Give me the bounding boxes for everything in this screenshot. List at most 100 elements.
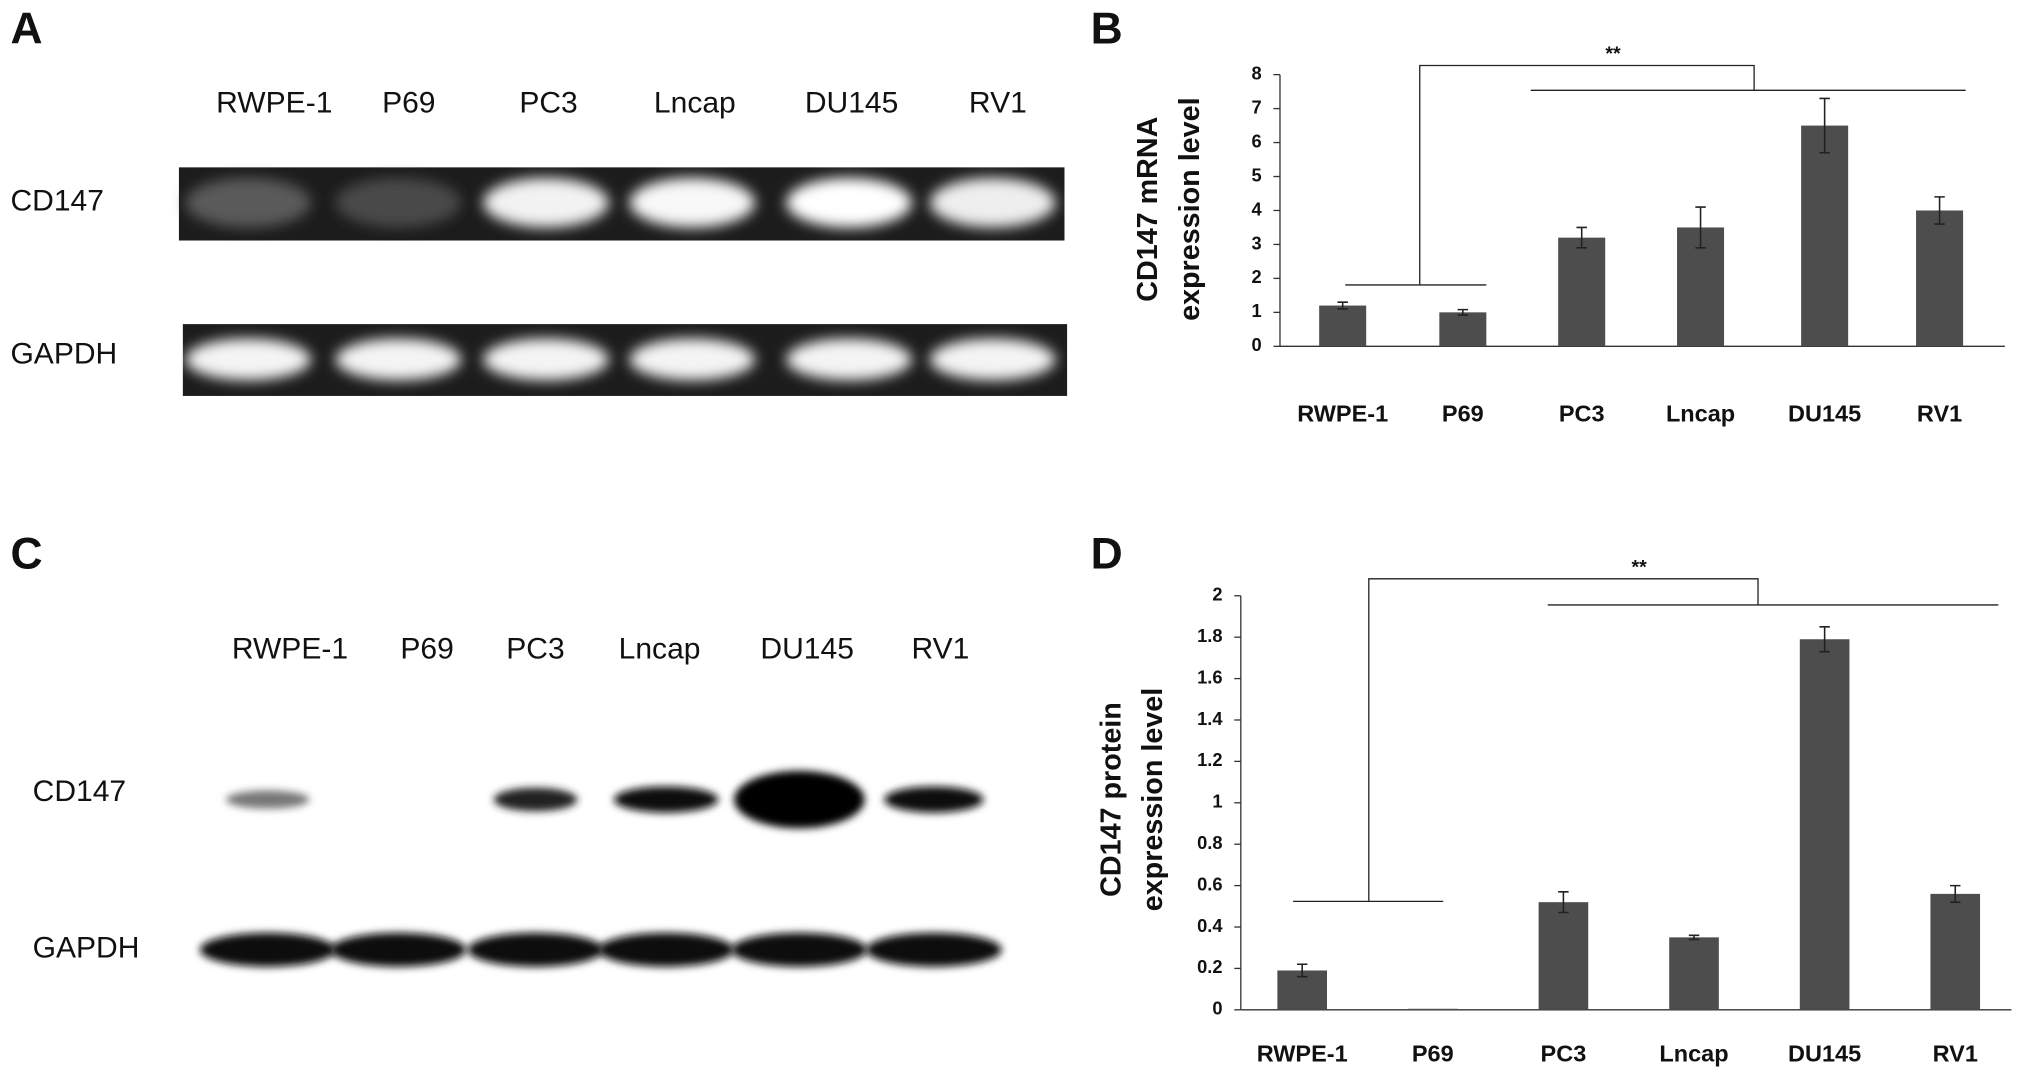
row-label: CD147 <box>33 775 126 808</box>
lane-label: Lncap <box>654 87 736 120</box>
error-bar <box>1950 884 1961 903</box>
y-tick-label: 0.2 <box>1197 956 1222 977</box>
lane-label: RWPE-1 <box>216 87 332 120</box>
band <box>335 177 462 228</box>
band <box>483 177 609 228</box>
bar <box>1407 1008 1458 1011</box>
row-label: GAPDH <box>10 337 117 370</box>
error-bar <box>1576 226 1587 249</box>
band <box>483 338 609 381</box>
x-tick-label: Lncap <box>1659 1041 1728 1067</box>
y-tick-label: 3 <box>1252 232 1262 253</box>
y-tick-label: 1.8 <box>1197 625 1222 646</box>
band <box>330 932 467 967</box>
band <box>493 787 578 812</box>
band <box>884 786 984 813</box>
lane-label: RWPE-1 <box>232 633 348 666</box>
y-axis-label: CD147 mRNA <box>1132 117 1164 302</box>
y-tick-label: 1.6 <box>1197 666 1222 687</box>
bar <box>1558 237 1606 347</box>
y-axis-label: expression level <box>1174 97 1206 320</box>
band <box>629 338 755 381</box>
panel-letter: A <box>10 4 42 53</box>
error-bar <box>1819 97 1830 154</box>
x-tick-label: DU145 <box>1788 401 1861 427</box>
y-tick-label: 4 <box>1252 198 1263 219</box>
band <box>199 932 336 967</box>
bar <box>1538 902 1589 1010</box>
y-tick-label: 5 <box>1252 164 1262 185</box>
y-tick-label: 2 <box>1252 266 1262 287</box>
band <box>786 338 912 381</box>
band <box>335 338 462 381</box>
bar <box>1916 210 1964 347</box>
lane-label: PC3 <box>506 633 564 666</box>
x-tick-label: P69 <box>1412 1041 1454 1067</box>
x-tick-label: P69 <box>1442 401 1484 427</box>
lane-label: P69 <box>382 87 435 120</box>
y-tick-label: 0.6 <box>1197 873 1222 894</box>
error-bar <box>1337 301 1348 310</box>
y-tick-label: 0.4 <box>1197 915 1223 936</box>
x-tick-label: RV1 <box>1933 1041 1978 1067</box>
y-tick-label: 1 <box>1212 791 1222 812</box>
band <box>225 790 310 809</box>
band <box>467 932 604 967</box>
band <box>629 177 755 228</box>
y-tick-label: 0 <box>1212 998 1222 1019</box>
band <box>613 786 719 813</box>
x-tick-label: RWPE-1 <box>1297 401 1388 427</box>
lane-label: RV1 <box>911 633 969 666</box>
significance-label: ** <box>1605 43 1621 65</box>
significance-label: ** <box>1632 557 1648 579</box>
x-tick-label: Lncap <box>1666 401 1735 427</box>
bar <box>1799 639 1850 1010</box>
band <box>865 932 1002 967</box>
x-tick-label: PC3 <box>1541 1041 1587 1067</box>
gel-strip <box>182 324 1068 396</box>
bar <box>1319 305 1367 347</box>
panel-letter: B <box>1091 4 1123 53</box>
row-label: CD147 <box>10 185 103 218</box>
x-tick-label: RV1 <box>1917 401 1962 427</box>
lane-label: DU145 <box>805 87 898 120</box>
band <box>731 932 868 967</box>
y-tick-label: 1 <box>1252 300 1262 321</box>
bar <box>1669 937 1719 1010</box>
band <box>734 770 865 829</box>
bar <box>1930 893 1981 1010</box>
bar <box>1801 125 1849 347</box>
row-label: GAPDH <box>33 932 140 965</box>
lane-label: DU145 <box>760 633 853 666</box>
lane-label: P69 <box>400 633 453 666</box>
y-tick-label: 8 <box>1252 62 1262 83</box>
band <box>929 177 1056 228</box>
panel-letter: C <box>10 529 42 578</box>
y-tick-label: 0.8 <box>1197 832 1222 853</box>
band <box>598 932 735 967</box>
error-bar <box>1695 206 1706 249</box>
lane-label: Lncap <box>619 633 701 666</box>
error-bar <box>1296 963 1308 978</box>
error-bar <box>1819 626 1830 653</box>
error-bar <box>1558 891 1569 914</box>
y-tick-label: 0 <box>1252 334 1262 355</box>
y-axis-label: CD147 protein <box>1095 702 1127 897</box>
y-tick-label: 7 <box>1252 96 1262 117</box>
panel-letter: D <box>1091 529 1123 578</box>
band <box>786 177 912 228</box>
x-tick-label: PC3 <box>1559 401 1605 427</box>
x-tick-label: RWPE-1 <box>1257 1041 1348 1067</box>
error-bar <box>1688 934 1700 941</box>
x-tick-label: DU145 <box>1788 1041 1861 1067</box>
band <box>185 177 311 228</box>
lane-label: PC3 <box>519 87 577 120</box>
y-tick-label: 6 <box>1252 130 1262 151</box>
lane-label: RV1 <box>969 87 1027 120</box>
band <box>929 338 1056 381</box>
error-bar <box>1934 196 1945 225</box>
band <box>185 338 311 381</box>
y-axis-label: expression level <box>1137 688 1169 912</box>
y-tick-label: 1.2 <box>1197 749 1222 770</box>
